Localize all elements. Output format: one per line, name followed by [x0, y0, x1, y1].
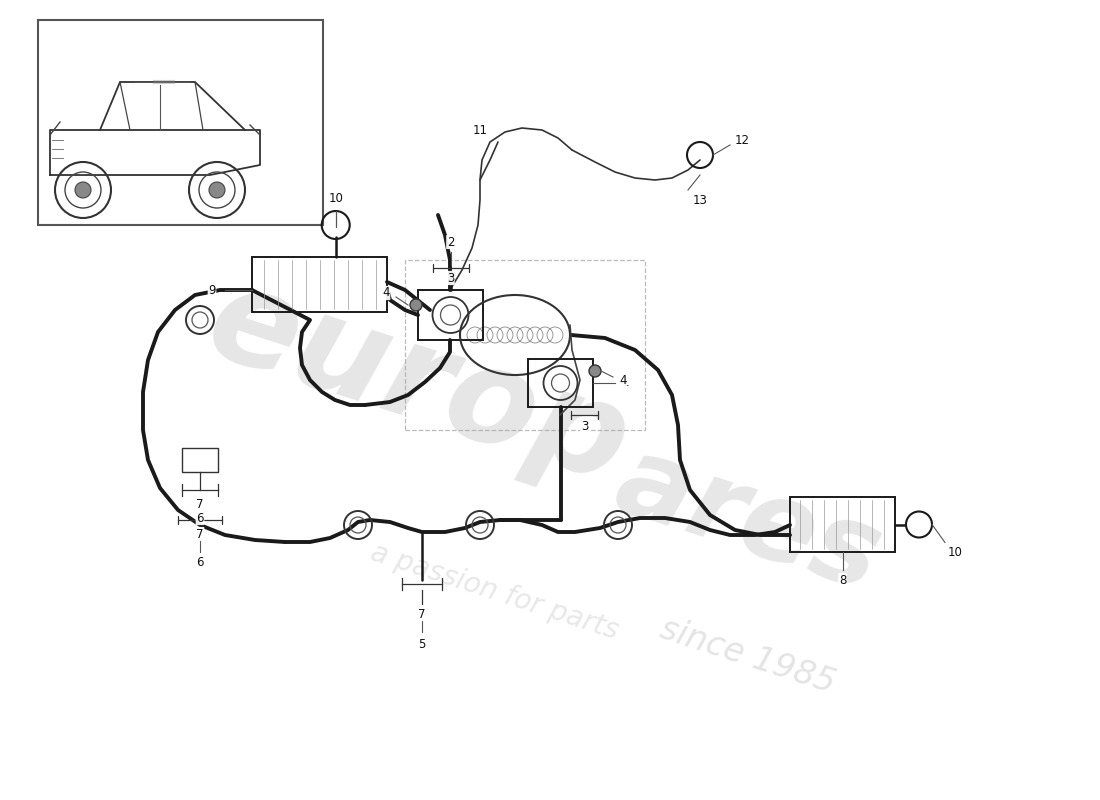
Circle shape [410, 299, 422, 311]
Text: 7: 7 [196, 527, 204, 541]
Bar [252, 257, 387, 312]
Bar [528, 359, 593, 407]
Text: 6: 6 [196, 511, 204, 525]
Bar [790, 497, 895, 552]
Text: 5: 5 [418, 638, 426, 650]
Text: 4: 4 [619, 374, 627, 387]
Text: 7: 7 [418, 607, 426, 621]
Text: 10: 10 [947, 546, 962, 559]
Text: ares: ares [603, 427, 893, 613]
Circle shape [209, 182, 226, 198]
Text: 9: 9 [208, 283, 216, 297]
Text: 4: 4 [383, 286, 389, 299]
Text: 6: 6 [196, 555, 204, 569]
Text: 3: 3 [581, 421, 589, 434]
Text: 10: 10 [328, 193, 343, 206]
Text: a passion for parts: a passion for parts [367, 538, 623, 646]
Text: 1: 1 [621, 377, 629, 390]
Text: 7: 7 [196, 498, 204, 510]
Text: 13: 13 [693, 194, 707, 206]
Text: since 1985: since 1985 [657, 612, 839, 700]
Text: europ: europ [192, 257, 644, 511]
Circle shape [588, 365, 601, 377]
Bar [182, 448, 218, 472]
Text: 3: 3 [447, 271, 454, 285]
Text: 2: 2 [447, 235, 454, 249]
Circle shape [75, 182, 91, 198]
Text: 11: 11 [473, 123, 487, 137]
Bar [405, 260, 645, 430]
Bar [39, 20, 323, 225]
Text: 8: 8 [839, 574, 846, 586]
Text: 12: 12 [735, 134, 749, 146]
Bar [418, 290, 483, 340]
